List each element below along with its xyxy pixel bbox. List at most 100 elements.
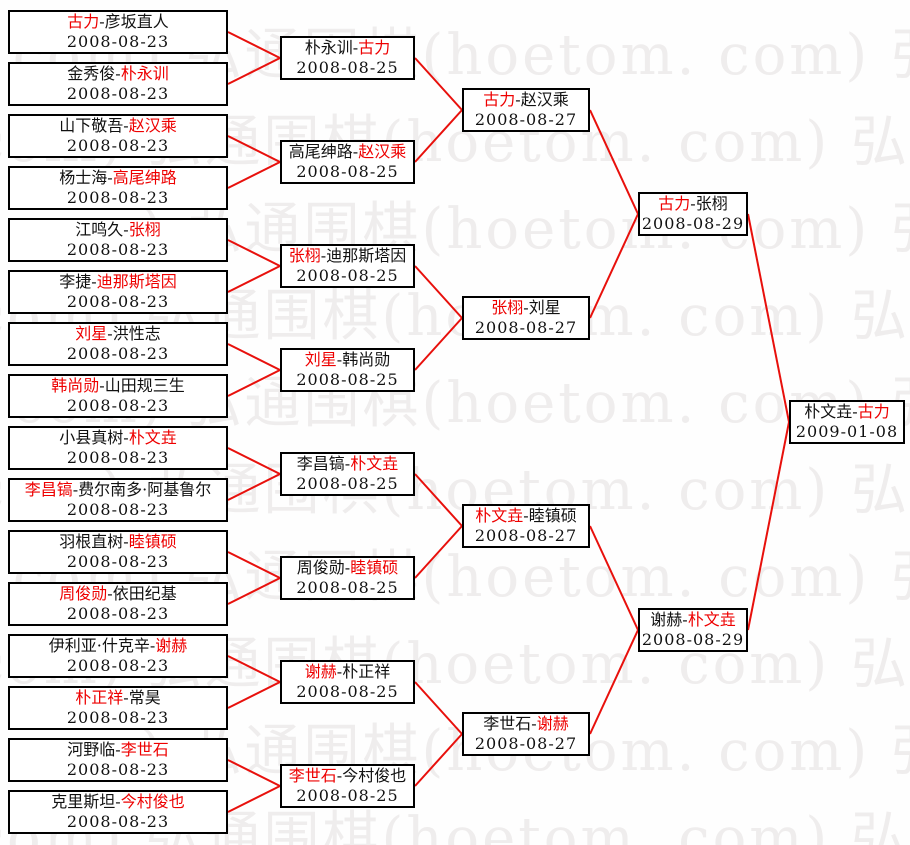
match-date: 2008-08-25 [296,682,399,701]
match-date: 2008-08-27 [474,318,578,337]
match-date: 2008-08-25 [296,58,399,77]
player-name: 朴文垚 [687,610,736,629]
player-name: 谢赫 [650,610,683,629]
player-name: 今村俊也 [342,766,407,785]
player-name: 彦坂直人 [104,12,169,31]
separator: - [107,324,113,343]
match-date: 2008-08-23 [66,344,170,363]
match-players: 江鸣久-张栩 [10,220,226,240]
player-name: 张栩 [128,220,161,239]
player-name: 赵汉乘 [128,116,177,135]
player-name: 朴永训 [304,38,353,57]
separator: - [344,454,351,473]
match-r2-5: 李昌镐-朴文垚 2008-08-25 [280,452,415,496]
match-players: 李世石-今村俊也 [282,766,413,786]
separator: - [115,740,121,759]
separator: - [336,766,343,785]
player-name: 李世石 [483,714,532,733]
player-name: 江鸣久 [75,220,124,239]
separator: - [352,142,359,161]
player-name: 谢赫 [304,662,337,681]
match-date: 2008-08-23 [66,240,170,259]
player-name: 山田规三生 [104,376,185,395]
separator: - [123,428,129,447]
match-players: 张栩-迪那斯塔因 [282,246,413,266]
match-players: 刘星-洪性志 [10,324,226,344]
separator: - [123,688,129,707]
match-players: 羽根直树-睦镇硕 [10,532,226,552]
player-name: 睦镇硕 [128,532,177,551]
match-r2-3: 张栩-迪那斯塔因 2008-08-25 [280,244,415,288]
match-final: 朴文垚-古力 2009-01-08 [789,400,905,444]
separator: - [99,376,105,395]
player-name: 谢赫 [536,714,569,733]
player-name: 朴文垚 [128,428,177,447]
player-name: 睦镇硕 [350,558,399,577]
separator: - [123,220,129,239]
separator: - [107,168,113,187]
separator: - [336,662,343,681]
player-name: 张栩 [491,298,524,317]
player-name: 古力 [358,38,391,57]
player-name: 河野临 [67,740,116,759]
separator: - [123,532,129,551]
separator: - [531,714,537,733]
match-qf-2: 张栩-刘星 2008-08-27 [462,296,590,340]
separator: - [99,12,105,31]
match-date: 2008-08-23 [66,708,170,727]
separator: - [107,584,113,603]
player-name: 刘星 [304,350,337,369]
match-players: 朴永训-古力 [282,38,413,58]
match-r1-8: 韩尚勋-山田规三生 2008-08-23 [8,374,228,418]
match-date: 2008-08-23 [66,188,170,207]
separator: - [352,38,359,57]
match-players: 韩尚勋-山田规三生 [10,376,226,396]
player-name: 韩尚勋 [342,350,391,369]
player-name: 李昌镐 [24,480,73,499]
match-players: 朴文垚-古力 [791,402,903,422]
player-name: 古力 [483,90,516,109]
match-players: 周俊勋-睦镇硕 [282,558,413,578]
match-date: 2008-08-25 [296,370,399,389]
player-name: 睦镇硕 [528,506,577,525]
match-date: 2008-08-23 [66,136,170,155]
separator: - [115,792,121,811]
separator: - [523,298,529,317]
match-players: 周俊勋-依田纪基 [10,584,226,604]
match-date: 2008-08-25 [296,266,399,285]
match-players: 克里斯坦-今村俊也 [10,792,226,812]
match-date: 2008-08-23 [66,448,170,467]
player-name: 古力 [857,402,890,421]
match-date: 2008-08-23 [66,760,170,779]
separator: - [115,64,121,83]
match-players: 张栩-刘星 [464,298,588,318]
match-r1-9: 小县真树-朴文垚 2008-08-23 [8,426,228,470]
player-name: 依田纪基 [112,584,177,603]
match-players: 古力-张栩 [640,194,746,214]
player-name: 赵汉乘 [520,90,569,109]
match-date: 2008-08-23 [66,396,170,415]
match-date: 2008-08-27 [474,734,578,753]
player-name: 金秀俊 [67,64,116,83]
player-name: 周俊勋 [59,584,108,603]
match-qf-1: 古力-赵汉乘 2008-08-27 [462,88,590,132]
player-name: 迪那斯塔因 [96,272,177,291]
match-date: 2008-08-25 [296,786,399,805]
match-date: 2008-08-23 [66,812,170,831]
match-r1-2: 金秀俊-朴永训 2008-08-23 [8,62,228,106]
match-r1-5: 江鸣久-张栩 2008-08-23 [8,218,228,262]
player-name: 羽根直树 [59,532,124,551]
match-date: 2008-08-29 [641,214,745,233]
separator: - [344,558,351,577]
separator: - [91,272,97,291]
separator: - [336,350,343,369]
player-name: 今村俊也 [120,792,185,811]
player-name: 山下敬吾 [59,116,124,135]
match-r1-14: 朴正祥-常昊 2008-08-23 [8,686,228,730]
player-name: 李世石 [288,766,337,785]
match-players: 伊利亚·什克辛-谢赫 [10,636,226,656]
match-players: 谢赫-朴文垚 [640,610,746,630]
player-name: 赵汉乘 [358,142,407,161]
separator: - [515,90,521,109]
